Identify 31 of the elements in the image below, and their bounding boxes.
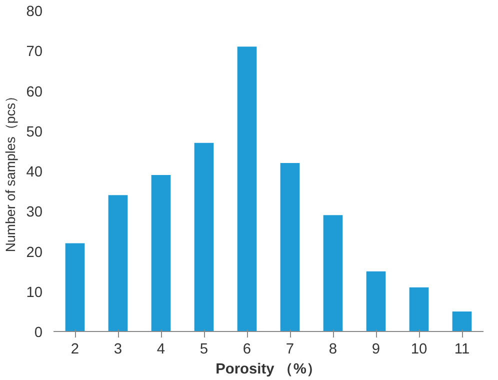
x-tick-label: 6 — [242, 342, 252, 358]
x-tick-label: 4 — [156, 342, 166, 358]
y-tick-label: 60 — [26, 84, 43, 100]
y-tick-label: 80 — [26, 4, 43, 20]
x-tick-label: 8 — [328, 342, 338, 358]
bar — [151, 175, 171, 332]
bar — [366, 271, 386, 332]
bar — [237, 46, 257, 332]
bar — [65, 243, 85, 332]
y-tick-label: 20 — [26, 244, 43, 261]
x-tick-label: 11 — [454, 342, 470, 358]
y-tick-label: 40 — [26, 164, 43, 180]
bar — [323, 215, 343, 332]
bar — [194, 142, 214, 332]
y-axis-title: Number of samples（pcs） — [3, 90, 18, 252]
y-tick-label: 70 — [26, 44, 43, 60]
x-tick-label: 7 — [286, 342, 294, 358]
x-tick-label: 10 — [410, 342, 428, 358]
bar — [409, 287, 429, 332]
y-tick-label: 50 — [26, 124, 43, 140]
y-tick-label: 0 — [34, 325, 43, 341]
bar — [452, 311, 472, 332]
x-tick-label: 5 — [200, 342, 208, 358]
x-tick-label: 9 — [372, 342, 380, 358]
x-axis-title: Porosity （%） — [216, 362, 322, 378]
bar — [108, 195, 128, 332]
y-tick-label: 30 — [26, 204, 43, 221]
y-tick-label: 10 — [26, 284, 43, 301]
x-tick-label: 2 — [70, 342, 80, 358]
bar — [280, 162, 300, 332]
x-tick-label: 3 — [114, 342, 122, 358]
